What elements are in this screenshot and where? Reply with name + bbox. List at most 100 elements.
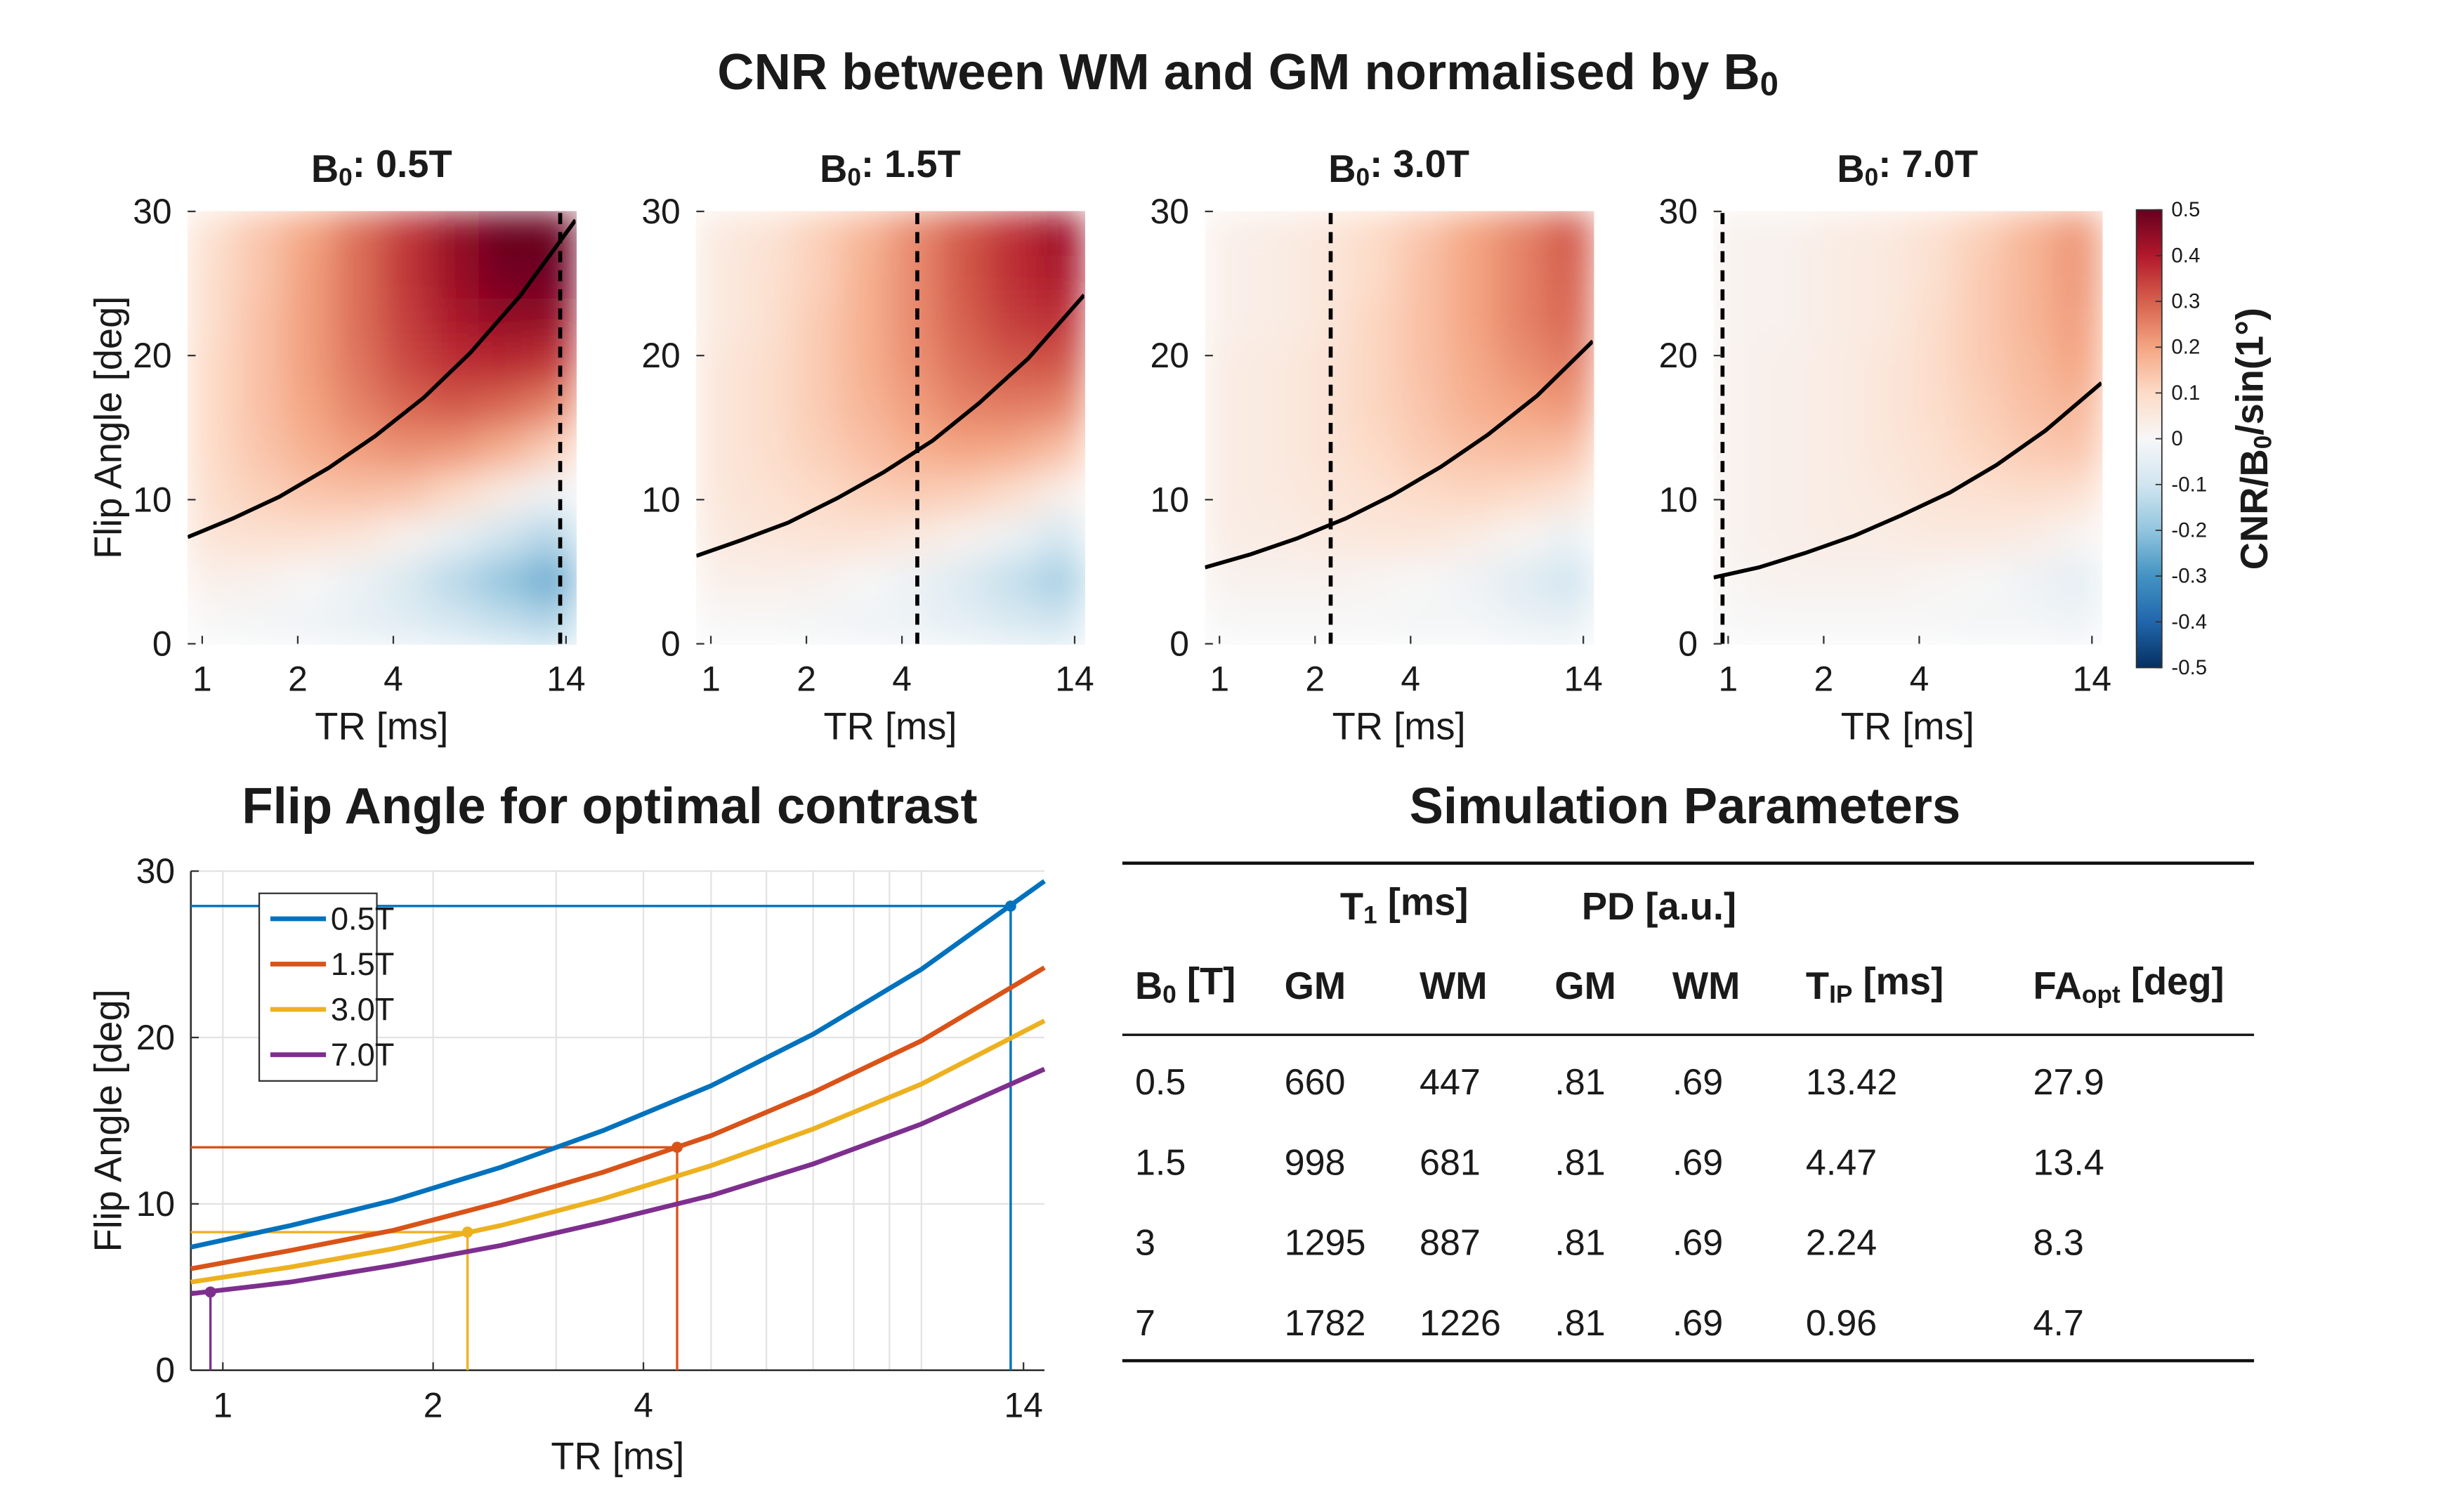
heatmap-cell bbox=[987, 513, 1037, 558]
y-tick-label: 0 bbox=[661, 624, 681, 664]
heatmap-cell bbox=[1907, 298, 1958, 342]
heatmap-cell bbox=[745, 600, 795, 645]
heatmap-cell bbox=[2052, 513, 2103, 558]
heatmap-cell bbox=[938, 254, 988, 299]
heatmap-cell bbox=[1811, 557, 1861, 602]
table-column-header-part: opt bbox=[2082, 981, 2121, 1008]
heatmap-cell bbox=[1955, 298, 2006, 342]
heatmap-cell bbox=[938, 557, 988, 602]
heatmap-cell bbox=[527, 341, 577, 386]
table-cell: 447 bbox=[1420, 1062, 1481, 1103]
heatmap-cell bbox=[841, 384, 891, 429]
heatmap-cell bbox=[1859, 384, 1909, 429]
colorbar-tick-label: -0.3 bbox=[2171, 565, 2207, 588]
heatmap-cell bbox=[938, 600, 988, 645]
optimum-point bbox=[671, 1141, 683, 1153]
heatmap-cell bbox=[938, 471, 988, 516]
heatmap-cell bbox=[841, 254, 891, 299]
heatmap-cell bbox=[381, 600, 431, 645]
heatmap-cell bbox=[430, 471, 480, 516]
heatmap-cell bbox=[236, 471, 287, 516]
figure-title-part: CNR between WM and GM normalised by B bbox=[717, 43, 1759, 100]
heatmap-cell bbox=[1495, 341, 1546, 386]
heatmap-cell bbox=[1350, 211, 1400, 256]
heatmap-cell bbox=[284, 211, 334, 256]
heatmap-cell bbox=[793, 600, 843, 645]
legend-label: 3.0T bbox=[331, 991, 395, 1027]
heatmap-cell bbox=[1762, 471, 1812, 516]
table-cell: 1226 bbox=[1420, 1303, 1501, 1344]
panel-title-part: 0 bbox=[1865, 164, 1879, 191]
heatmap bbox=[696, 211, 1085, 645]
heatmap-cell bbox=[1544, 211, 1594, 256]
x-tick-label: 1 bbox=[213, 1385, 232, 1425]
heatmap-cell bbox=[987, 254, 1037, 299]
heatmap-cell bbox=[841, 600, 891, 645]
heatmap bbox=[1205, 211, 1594, 645]
table-cell: 4.47 bbox=[1806, 1142, 1877, 1183]
x-tick-label: 1 bbox=[1210, 659, 1229, 698]
x-tick-label: 4 bbox=[892, 659, 912, 698]
overlay bbox=[1205, 211, 1593, 644]
heatmap-cell bbox=[987, 600, 1037, 645]
heatmap-cell bbox=[696, 341, 746, 386]
heatmap-cell bbox=[478, 384, 528, 429]
heatmap-cell bbox=[1205, 254, 1254, 299]
y-tick-label: 20 bbox=[1151, 336, 1189, 375]
table-cell: 1782 bbox=[1285, 1303, 1366, 1344]
table-group-header: PD [a.u.] bbox=[1582, 884, 1736, 927]
heatmap-cell bbox=[1495, 471, 1546, 516]
heatmap-cell bbox=[1398, 513, 1449, 558]
panel-title: B0: 7.0T bbox=[1837, 143, 1978, 191]
heatmap-cell bbox=[527, 600, 577, 645]
heatmap-cell bbox=[1955, 513, 2006, 558]
table-column-header-part: [T] bbox=[1177, 960, 1236, 1002]
heatmap-cell bbox=[890, 557, 940, 602]
table-column-header-part: [ms] bbox=[1852, 960, 1944, 1002]
heatmap-cell bbox=[1035, 513, 1085, 558]
heatmap-cell bbox=[696, 211, 746, 256]
heatmap-cell bbox=[527, 427, 577, 472]
heatmap-cell bbox=[284, 513, 334, 558]
heatmap-cell bbox=[745, 254, 795, 299]
panel-title: B0: 3.0T bbox=[1328, 143, 1469, 191]
heatmap-cell bbox=[987, 341, 1037, 386]
heatmap-cell bbox=[696, 298, 746, 342]
heatmap-cell bbox=[188, 298, 237, 342]
heatmap-cell bbox=[1302, 427, 1351, 472]
figure-title: CNR between WM and GM normalised by B0 bbox=[717, 43, 1778, 101]
colorbar-tick-label: -0.4 bbox=[2171, 610, 2207, 634]
colorbar-tick-label: 0.1 bbox=[2171, 381, 2200, 405]
series-line bbox=[190, 1066, 1046, 1297]
colorbar-tick-label: -0.5 bbox=[2171, 656, 2207, 679]
y-tick-label: 0 bbox=[1169, 624, 1189, 664]
colorbar-label-part: 0 bbox=[2249, 436, 2276, 450]
series-line bbox=[190, 1019, 1046, 1285]
y-tick-label: 0 bbox=[155, 1351, 175, 1390]
heatmap-cell bbox=[1762, 211, 1812, 256]
y-tick-label: 30 bbox=[1659, 192, 1698, 231]
heatmap-cell bbox=[1253, 254, 1304, 299]
heatmap-cell bbox=[696, 600, 746, 645]
heatmap-cell bbox=[696, 471, 746, 516]
heatmap-cell bbox=[1447, 254, 1498, 299]
heatmap-cell bbox=[938, 211, 988, 256]
heatmap-cell bbox=[1253, 557, 1304, 602]
heatmap-cell bbox=[2052, 298, 2103, 342]
heatmap-cell bbox=[745, 427, 795, 472]
heatmap-cell bbox=[2004, 513, 2055, 558]
heatmap-cell bbox=[1811, 341, 1861, 386]
heatmap-cell bbox=[2004, 298, 2055, 342]
heatmap-cell bbox=[478, 513, 528, 558]
heatmap-cell bbox=[1253, 427, 1304, 472]
heatmap-cell bbox=[1907, 254, 1958, 299]
heatmap-cell bbox=[1205, 513, 1254, 558]
heatmap-cell bbox=[745, 298, 795, 342]
heatmap-cell bbox=[1811, 254, 1861, 299]
heatmap-cell bbox=[236, 557, 287, 602]
heatmap-cell bbox=[890, 384, 940, 429]
heatmap-cell bbox=[1205, 384, 1254, 429]
heatmap-cell bbox=[527, 384, 577, 429]
heatmap-cell bbox=[696, 384, 746, 429]
